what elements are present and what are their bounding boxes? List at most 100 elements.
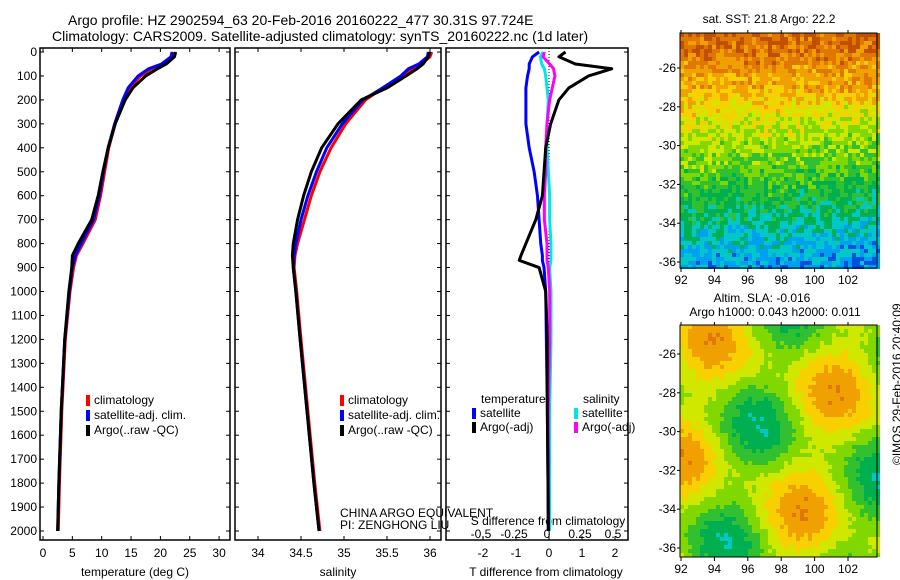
map-cell	[740, 349, 744, 353]
map-cell	[688, 57, 692, 61]
map-cell	[876, 233, 880, 237]
map-cell	[840, 257, 844, 261]
map-cell	[780, 129, 784, 133]
map-cell	[764, 477, 768, 481]
map-cell	[684, 245, 688, 249]
map-cell	[720, 349, 724, 353]
map-cell	[860, 205, 864, 209]
map-cell	[752, 89, 756, 93]
map-cell	[732, 365, 736, 369]
map-cell	[796, 501, 800, 505]
map-cell	[728, 41, 732, 45]
map-cell	[768, 341, 772, 345]
map-cell	[844, 73, 848, 77]
map-cell	[804, 73, 808, 77]
map-cell	[876, 45, 880, 49]
map-cell	[868, 105, 872, 109]
map-cell	[756, 253, 760, 257]
map-cell	[688, 217, 692, 221]
map-cell	[712, 93, 716, 97]
map-cell	[728, 489, 732, 493]
map-cell	[700, 225, 704, 229]
map-cell	[800, 53, 804, 57]
map-cell	[688, 109, 692, 113]
map-cell	[764, 249, 768, 253]
map-cell	[728, 513, 732, 517]
map-cell	[712, 117, 716, 121]
map-cell	[752, 265, 756, 269]
map-cell	[772, 497, 776, 501]
map-cell	[776, 437, 780, 441]
map-cell	[784, 45, 788, 49]
map-cell	[736, 193, 740, 197]
map-cell	[772, 169, 776, 173]
map-cell	[828, 165, 832, 169]
map-cell	[792, 473, 796, 477]
map-cell	[708, 377, 712, 381]
map-cell	[708, 237, 712, 241]
map-cell	[720, 157, 724, 161]
map-cell	[788, 97, 792, 101]
map-cell	[772, 409, 776, 413]
map-cell	[728, 505, 732, 509]
map-cell	[724, 149, 728, 153]
map-cell	[684, 413, 688, 417]
map-cell	[680, 409, 684, 413]
map-cell	[812, 189, 816, 193]
map-cell	[692, 357, 696, 361]
map-cell	[772, 469, 776, 473]
map-cell	[708, 113, 712, 117]
map-cell	[724, 353, 728, 357]
map-cell	[700, 405, 704, 409]
map-cell	[868, 209, 872, 213]
map-cell	[816, 205, 820, 209]
map-cell	[868, 161, 872, 165]
map-cell	[728, 161, 732, 165]
map-cell	[760, 89, 764, 93]
map-cell	[748, 469, 752, 473]
map-cell	[684, 421, 688, 425]
map-cell	[772, 525, 776, 529]
map-cell	[852, 225, 856, 229]
map-cell	[764, 233, 768, 237]
map-cell	[720, 341, 724, 345]
map-cell	[788, 205, 792, 209]
map-cell	[712, 85, 716, 89]
map-cell	[688, 345, 692, 349]
map-cell	[688, 341, 692, 345]
map-cell	[724, 137, 728, 141]
map-cell	[808, 81, 812, 85]
map-cell	[744, 361, 748, 365]
map-cell	[744, 545, 748, 549]
map-cell	[868, 197, 872, 201]
map-cell	[776, 253, 780, 257]
map-cell	[780, 513, 784, 517]
map-cell	[768, 353, 772, 357]
depth-tick-label: 1400	[10, 380, 37, 394]
map-cell	[688, 209, 692, 213]
map-cell	[768, 333, 772, 337]
map-cell	[756, 497, 760, 501]
map-cell	[692, 501, 696, 505]
map-cell	[848, 193, 852, 197]
map-cell	[728, 457, 732, 461]
map-cell	[724, 261, 728, 265]
map-cell	[732, 533, 736, 537]
map-cell	[716, 169, 720, 173]
map-cell	[732, 265, 736, 269]
map-cell	[840, 117, 844, 121]
map-cell	[808, 65, 812, 69]
map-cell	[760, 517, 764, 521]
map-cell	[792, 509, 796, 513]
map-cell	[876, 81, 880, 85]
map-cell	[800, 209, 804, 213]
legend-header-temperature: temperature	[481, 392, 546, 406]
map-cell	[796, 189, 800, 193]
map-cell	[804, 53, 808, 57]
map-cell	[816, 201, 820, 205]
map-cell	[740, 237, 744, 241]
map-cell	[764, 481, 768, 485]
map-cell	[780, 429, 784, 433]
map-cell	[792, 461, 796, 465]
map-cell	[700, 537, 704, 541]
